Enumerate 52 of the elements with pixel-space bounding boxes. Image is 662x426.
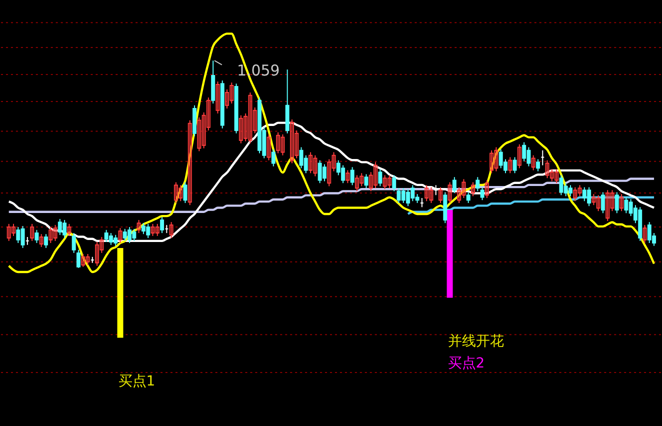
candlestick (471, 182, 475, 197)
candlestick (76, 249, 80, 268)
candlestick (452, 176, 456, 194)
candlestick (517, 144, 522, 169)
candlestick (350, 166, 354, 186)
candlestick (155, 223, 160, 236)
candlestick (392, 174, 396, 192)
candlestick (508, 156, 512, 174)
candlestick (480, 186, 484, 201)
text: 买点1 (118, 374, 156, 390)
candlestick (568, 184, 572, 197)
candlestick (378, 168, 382, 187)
candlestick (600, 192, 605, 214)
candlestick (39, 234, 44, 248)
candlestick (266, 134, 271, 161)
candlestick (512, 156, 517, 174)
candlestick (490, 150, 494, 174)
candlestick (160, 216, 164, 234)
candlestick (387, 174, 392, 189)
candlestick (536, 158, 540, 172)
text: 并线开花 (448, 334, 504, 350)
candlestick (271, 148, 276, 167)
candlestick (322, 164, 326, 182)
candlestick (188, 120, 192, 206)
candlestick (183, 182, 188, 204)
candlestick (620, 194, 624, 212)
candlestick (642, 224, 647, 244)
candlestick (72, 232, 76, 254)
candlestick (95, 241, 100, 266)
candlestick (169, 222, 174, 239)
candlestick (34, 229, 39, 244)
candlestick (136, 219, 141, 234)
candlestick (531, 154, 536, 171)
candlestick (346, 170, 350, 184)
candlestick (30, 223, 34, 242)
candlestick (44, 234, 48, 248)
candlestick (476, 176, 480, 192)
candlestick (308, 152, 313, 174)
candlestick (614, 192, 619, 214)
candlestick (276, 132, 280, 154)
candlestick (522, 142, 526, 162)
text: 买点2 (448, 356, 485, 372)
candlestick (438, 186, 443, 204)
candlestick (118, 228, 122, 244)
candlestick (67, 223, 72, 236)
candlestick (448, 182, 452, 204)
candlestick (225, 88, 230, 109)
candlestick (484, 180, 489, 199)
candlestick (216, 81, 220, 114)
candlestick (466, 192, 470, 204)
candlestick (606, 190, 610, 222)
candlestick (424, 184, 429, 202)
